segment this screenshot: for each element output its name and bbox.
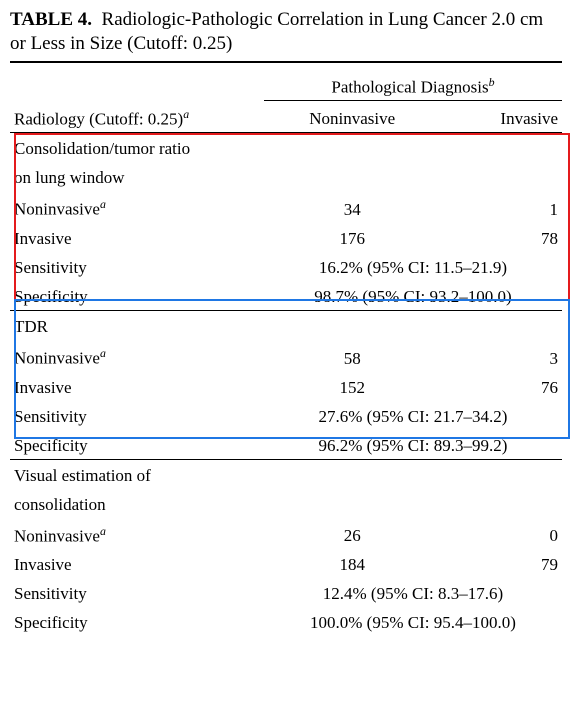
section1-title-line2: on lung window (10, 162, 562, 191)
section3-sens-label: Sensitivity (10, 578, 264, 607)
section3-row-noninvasive-label: Noninvasivea (10, 518, 264, 550)
section1-spec-label: Specificity (10, 281, 264, 311)
section3-noninv-col2: 0 (441, 518, 562, 550)
section2-row-invasive-label: Invasive (10, 372, 264, 401)
section2-sens-label: Sensitivity (10, 401, 264, 430)
section1-row-invasive-label: Invasive (10, 223, 264, 252)
section1-row-noninvasive-label: Noninvasivea (10, 191, 264, 223)
section2-spec-label: Specificity (10, 430, 264, 460)
col-header-noninvasive: Noninvasive (264, 101, 441, 133)
section3-spec-val: 100.0% (95% CI: 95.4–100.0) (264, 607, 562, 636)
row-axis-header: Radiology (Cutoff: 0.25)a (10, 101, 264, 133)
section2-row-noninvasive-label: Noninvasivea (10, 340, 264, 372)
section3-noninv-col1: 26 (264, 518, 441, 550)
col-group-header: Pathological Diagnosisb (264, 69, 562, 101)
table-title: TABLE 4. Radiologic-Pathologic Correlati… (10, 8, 562, 57)
body-area: Consolidation/tumor ratio on lung window… (10, 133, 562, 636)
section1-inv-col1: 176 (264, 223, 441, 252)
section1-noninv-col1: 34 (264, 191, 441, 223)
section3-inv-col2: 79 (441, 549, 562, 578)
col-header-invasive: Invasive (441, 101, 562, 133)
section3-sens-val: 12.4% (95% CI: 8.3–17.6) (264, 578, 562, 607)
table-container: TABLE 4. Radiologic-Pathologic Correlati… (0, 0, 574, 644)
section3-spec-label: Specificity (10, 607, 264, 636)
section2-spec-val: 96.2% (95% CI: 89.3–99.2) (264, 430, 562, 460)
section1-sens-val: 16.2% (95% CI: 11.5–21.9) (264, 252, 562, 281)
section2-noninv-col1: 58 (264, 340, 441, 372)
section2-inv-col1: 152 (264, 372, 441, 401)
section2-sens-val: 27.6% (95% CI: 21.7–34.2) (264, 401, 562, 430)
section1-title-line1: Consolidation/tumor ratio (10, 133, 562, 162)
section3-row-invasive-label: Invasive (10, 549, 264, 578)
section2-title-line1: TDR (10, 311, 562, 341)
table-number: TABLE 4. (10, 9, 92, 30)
data-table: Consolidation/tumor ratio on lung window… (10, 133, 562, 636)
rule-top (10, 61, 562, 63)
section2-noninv-col2: 3 (441, 340, 562, 372)
section3-title-line1: Visual estimation of (10, 459, 562, 489)
section1-inv-col2: 78 (441, 223, 562, 252)
section1-noninv-col2: 1 (441, 191, 562, 223)
section2-inv-col2: 76 (441, 372, 562, 401)
section1-spec-val: 98.7% (95% CI: 93.2–100.0) (264, 281, 562, 311)
section1-sens-label: Sensitivity (10, 252, 264, 281)
section3-inv-col1: 184 (264, 549, 441, 578)
header-table: Pathological Diagnosisb Radiology (Cutof… (10, 69, 562, 133)
section3-title-line2: consolidation (10, 489, 562, 518)
